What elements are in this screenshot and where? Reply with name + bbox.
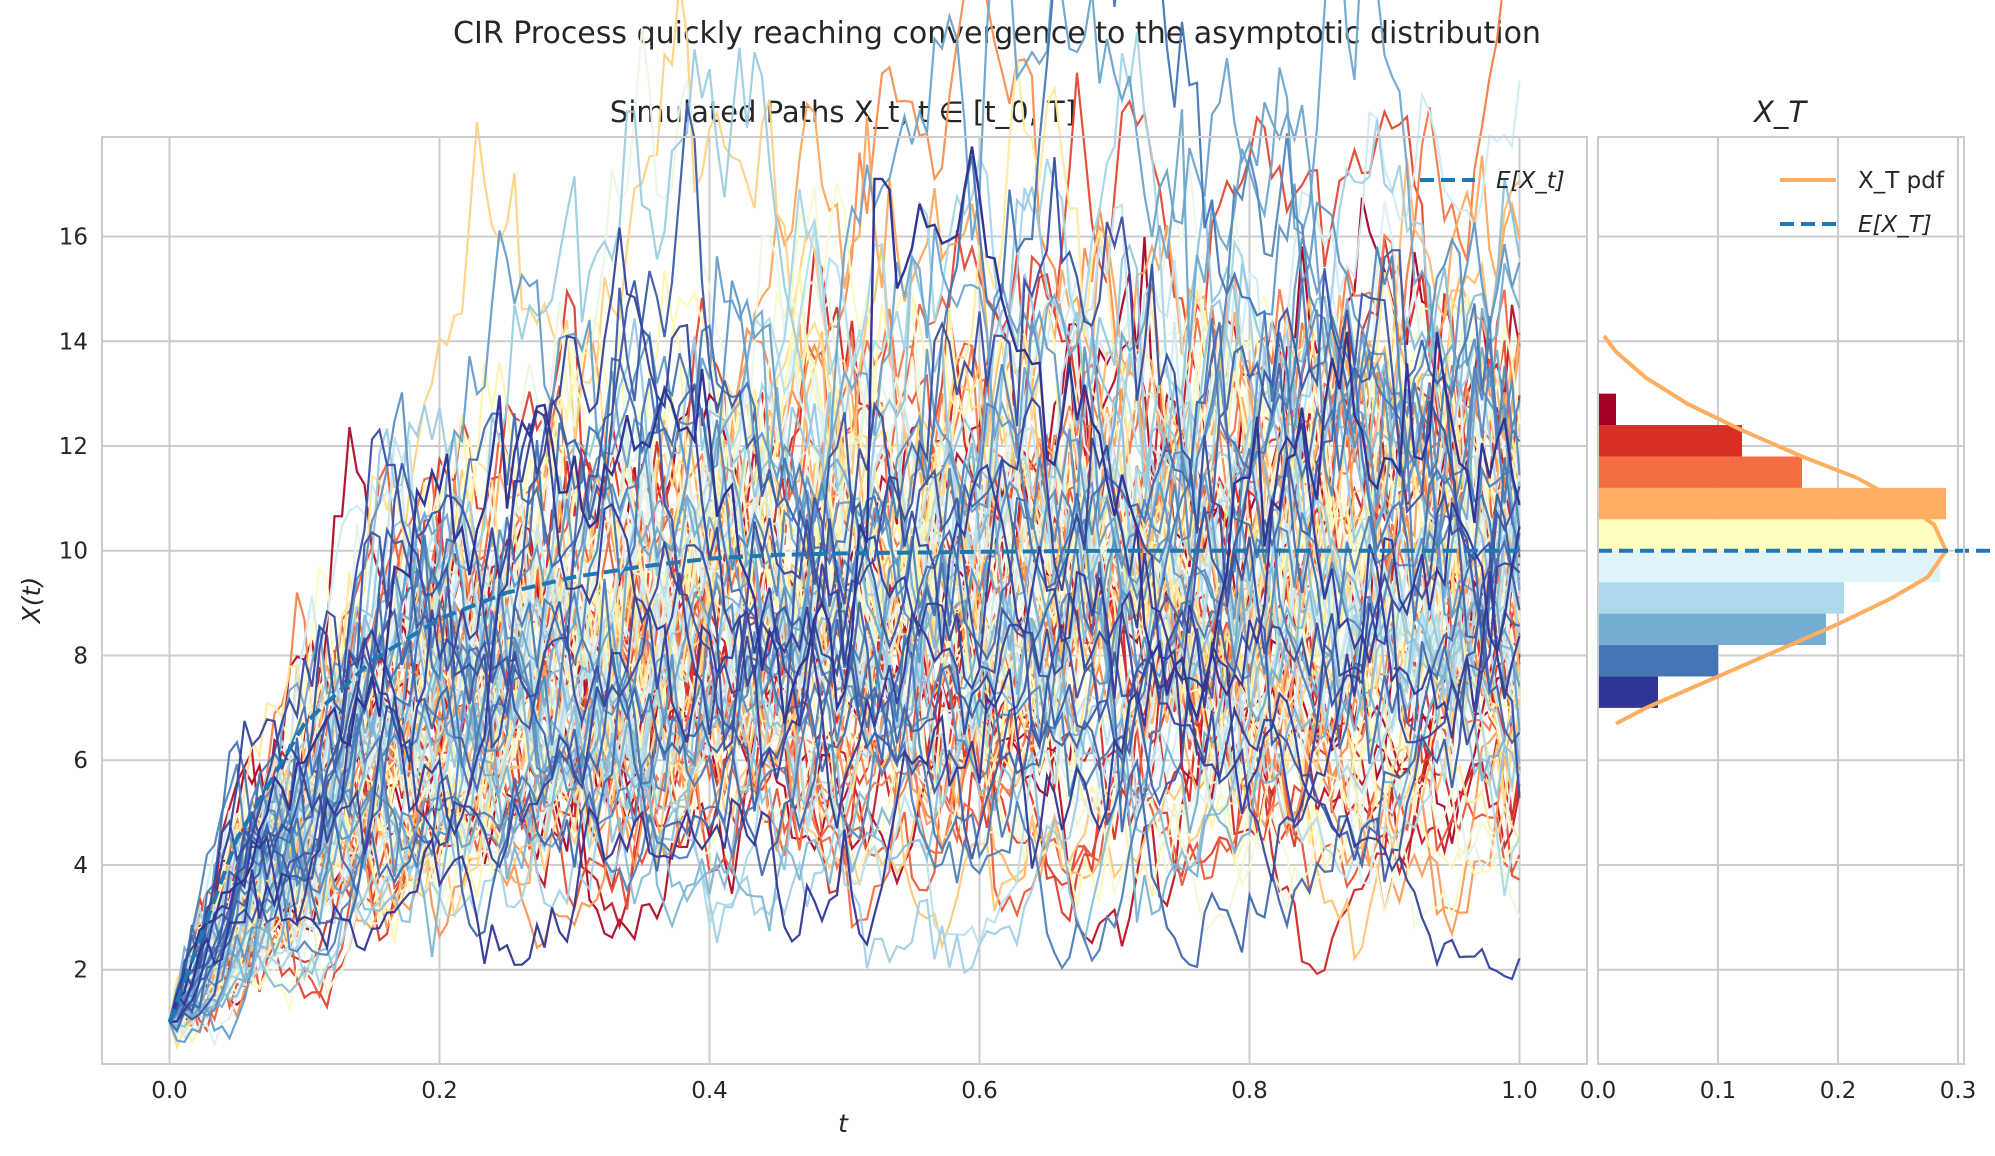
y-tick-label: 16: [59, 225, 88, 251]
paths-y-axis-label: X(t): [17, 577, 46, 625]
histogram-bar: [1598, 456, 1802, 488]
sample-path: [168, 289, 1521, 1041]
sample-path: [168, 183, 1521, 1023]
sample-path: [168, 0, 1521, 1023]
x-tick-label: 0.3: [1940, 1078, 1977, 1104]
figure-suptitle: CIR Process quickly reaching convergence…: [453, 16, 1541, 51]
sample-path: [168, 0, 1521, 1023]
paths-axes: Simulated Paths X_t, t ∈ [t_0, T] 0.0 0.2…: [17, 0, 1588, 1138]
x-tick-label: 0.1: [1700, 1078, 1737, 1104]
histogram-bar: [1598, 645, 1718, 677]
x-tick-label: 1.0: [1501, 1078, 1538, 1104]
y-tick-label: 10: [59, 539, 88, 565]
x-tick-label: 0.6: [961, 1078, 998, 1104]
histogram-bar: [1598, 676, 1658, 708]
legend-label-pdf: X_T pdf: [1858, 168, 1945, 194]
sample-path: [168, 442, 1521, 1023]
x-tick-label: 0.8: [1231, 1078, 1268, 1104]
terminal-distribution-axes: X_T 0.0 0.1 0.2 0.3 X_T pdf E[X_T]: [1580, 95, 1995, 1104]
terminal-frame: [1597, 136, 1965, 1065]
sample-path: [168, 458, 1520, 1034]
paths-x-tick-labels: 0.0 0.2 0.4 0.6 0.8 1.0: [151, 1078, 1538, 1104]
y-tick-label: 2: [73, 958, 88, 984]
legend-label-terminal-expected: E[X_T]: [1858, 212, 1932, 238]
x-tick-label: 0.4: [691, 1078, 728, 1104]
histogram-bar: [1598, 613, 1826, 646]
paths-x-axis-label: t: [838, 1109, 849, 1138]
sample-path: [168, 365, 1521, 1023]
sample-path: [169, 268, 1521, 1024]
terminal-legend: X_T pdf E[X_T]: [1780, 168, 1945, 238]
sample-path: [169, 409, 1521, 1024]
y-tick-label: 12: [59, 434, 88, 460]
terminal-pdf-curve: [1602, 334, 1949, 726]
terminal-histogram: [1598, 393, 1946, 708]
paths-y-tick-labels: 2 4 6 8 10 12 14 16: [59, 225, 88, 984]
y-tick-label: 6: [73, 748, 88, 774]
sample-path: [168, 157, 1521, 1023]
terminal-axes-title: X_T: [1752, 95, 1808, 129]
y-tick-label: 8: [73, 643, 88, 669]
histogram-bar: [1598, 393, 1616, 426]
histogram-bar: [1598, 582, 1844, 614]
expected-value-line: [167, 548, 1520, 1023]
histogram-bar: [1598, 425, 1742, 457]
x-tick-label: 0.2: [421, 1078, 458, 1104]
paths-legend: E[X_t]: [1420, 168, 1565, 194]
histogram-bar: [1598, 550, 1940, 583]
sample-path: [168, 412, 1521, 1023]
histogram-bar: [1598, 519, 1940, 551]
simulated-paths: [168, 0, 1521, 1051]
sample-path: [168, 227, 1521, 1023]
legend-label-expected-value: E[X_t]: [1496, 168, 1565, 194]
terminal-x-tick-labels: 0.0 0.1 0.2 0.3: [1580, 1078, 1977, 1104]
x-tick-label: 0.0: [1580, 1078, 1617, 1104]
histogram-bar: [1598, 487, 1946, 520]
sample-path: [168, 133, 1521, 1023]
x-tick-label: 0.0: [151, 1078, 188, 1104]
highlight-sample-path: [168, 146, 1521, 1023]
paths-frame: [101, 136, 1588, 1065]
y-tick-label: 4: [73, 853, 88, 879]
y-tick-label: 14: [59, 329, 88, 355]
x-tick-label: 0.2: [1820, 1078, 1857, 1104]
